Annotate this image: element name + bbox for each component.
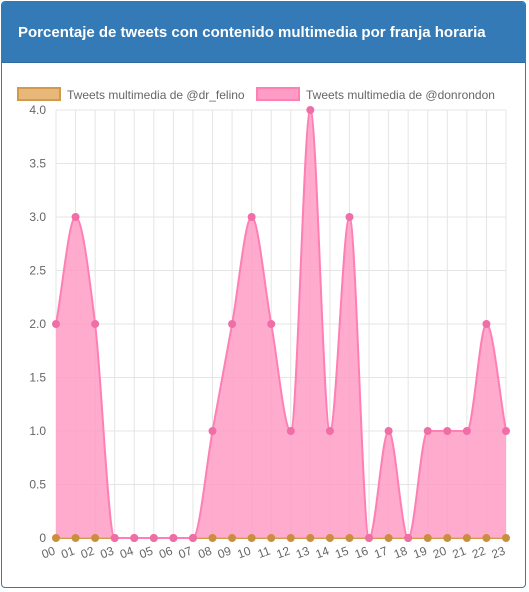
data-point-0[interactable] bbox=[326, 535, 333, 542]
data-point-1[interactable] bbox=[346, 214, 353, 221]
data-point-0[interactable] bbox=[424, 535, 431, 542]
x-tick-label: 02 bbox=[79, 544, 97, 562]
x-tick-label: 22 bbox=[470, 544, 488, 562]
x-axis: 00 01 02 03 04 05 06 07 08 09 10 11 12 13 14 15 16 17 18 19… bbox=[40, 544, 508, 562]
x-tick-label: 21 bbox=[451, 544, 469, 562]
y-axis: 0 0.5 1.0 1.5 2.0 2.5 3.0 3.5 4.0 bbox=[29, 103, 46, 545]
x-tick-label: 01 bbox=[59, 544, 77, 562]
data-point-1[interactable] bbox=[463, 428, 470, 435]
data-point-1[interactable] bbox=[405, 535, 412, 542]
x-tick-label: 20 bbox=[431, 544, 449, 562]
data-point-1[interactable] bbox=[424, 428, 431, 435]
data-point-1[interactable] bbox=[229, 321, 236, 328]
data-point-1[interactable] bbox=[287, 428, 294, 435]
area-chart: Tweets multimedia de @dr_felino Tweets mu… bbox=[2, 64, 526, 588]
data-point-1[interactable] bbox=[170, 535, 177, 542]
x-tick-label: 10 bbox=[235, 544, 253, 562]
data-point-0[interactable] bbox=[287, 535, 294, 542]
x-tick-label: 04 bbox=[118, 544, 136, 562]
x-tick-label: 12 bbox=[274, 544, 292, 562]
data-point-0[interactable] bbox=[346, 535, 353, 542]
data-point-1[interactable] bbox=[92, 321, 99, 328]
data-point-1[interactable] bbox=[385, 428, 392, 435]
data-point-1[interactable] bbox=[366, 535, 373, 542]
y-tick-label: 0 bbox=[39, 531, 46, 545]
data-point-0[interactable] bbox=[229, 535, 236, 542]
data-point-1[interactable] bbox=[189, 535, 196, 542]
x-tick-label: 06 bbox=[157, 544, 175, 562]
panel-heading: Porcentaje de tweets con contenido multi… bbox=[2, 2, 525, 63]
x-tick-label: 18 bbox=[392, 544, 410, 562]
y-tick-label: 0.5 bbox=[29, 478, 46, 492]
data-point-0[interactable] bbox=[248, 535, 255, 542]
x-tick-label: 09 bbox=[216, 544, 234, 562]
data-point-1[interactable] bbox=[72, 214, 79, 221]
data-point-1[interactable] bbox=[307, 107, 314, 114]
x-tick-label: 23 bbox=[490, 544, 508, 562]
x-tick-label: 11 bbox=[256, 544, 273, 562]
data-point-0[interactable] bbox=[444, 535, 451, 542]
data-point-0[interactable] bbox=[503, 535, 510, 542]
data-point-1[interactable] bbox=[131, 535, 138, 542]
x-tick-label: 16 bbox=[353, 544, 371, 562]
panel-title: Porcentaje de tweets con contenido multi… bbox=[18, 24, 486, 41]
y-tick-label: 2.5 bbox=[29, 264, 46, 278]
data-point-1[interactable] bbox=[248, 214, 255, 221]
y-tick-label: 4.0 bbox=[29, 103, 46, 117]
data-point-1[interactable] bbox=[326, 428, 333, 435]
data-point-0[interactable] bbox=[209, 535, 216, 542]
legend-swatch-0[interactable] bbox=[18, 88, 60, 100]
data-point-0[interactable] bbox=[463, 535, 470, 542]
legend-label-1[interactable]: Tweets multimedia de @donrondon bbox=[306, 88, 495, 102]
x-tick-label: 15 bbox=[333, 544, 351, 562]
data-point-0[interactable] bbox=[92, 535, 99, 542]
x-tick-label: 19 bbox=[411, 544, 429, 562]
y-tick-label: 3.5 bbox=[29, 157, 46, 171]
x-tick-label: 00 bbox=[40, 544, 58, 562]
data-point-0[interactable] bbox=[268, 535, 275, 542]
data-point-1[interactable] bbox=[444, 428, 451, 435]
data-point-0[interactable] bbox=[483, 535, 490, 542]
x-tick-label: 17 bbox=[372, 544, 390, 562]
data-point-1[interactable] bbox=[53, 321, 60, 328]
data-point-1[interactable] bbox=[150, 535, 157, 542]
y-tick-label: 1.0 bbox=[29, 424, 46, 438]
x-tick-label: 05 bbox=[138, 544, 156, 562]
x-tick-label: 14 bbox=[314, 544, 332, 562]
legend-swatch-1[interactable] bbox=[257, 88, 299, 100]
x-tick-label: 03 bbox=[98, 544, 116, 562]
y-tick-label: 3.0 bbox=[29, 210, 46, 224]
data-point-1[interactable] bbox=[111, 535, 118, 542]
data-point-1[interactable] bbox=[503, 428, 510, 435]
data-point-1[interactable] bbox=[209, 428, 216, 435]
data-point-0[interactable] bbox=[72, 535, 79, 542]
data-point-0[interactable] bbox=[385, 535, 392, 542]
legend: Tweets multimedia de @dr_felino Tweets mu… bbox=[18, 88, 495, 102]
data-point-1[interactable] bbox=[483, 321, 490, 328]
legend-label-0[interactable]: Tweets multimedia de @dr_felino bbox=[67, 88, 245, 102]
data-point-1[interactable] bbox=[268, 321, 275, 328]
x-tick-label: 07 bbox=[177, 544, 195, 562]
x-tick-label: 13 bbox=[294, 544, 312, 562]
data-point-0[interactable] bbox=[53, 535, 60, 542]
y-tick-label: 2.0 bbox=[29, 317, 46, 331]
x-tick-label: 08 bbox=[196, 544, 214, 562]
data-point-0[interactable] bbox=[307, 535, 314, 542]
y-tick-label: 1.5 bbox=[29, 371, 46, 385]
chart-area: Tweets multimedia de @dr_felino Tweets mu… bbox=[2, 64, 526, 588]
